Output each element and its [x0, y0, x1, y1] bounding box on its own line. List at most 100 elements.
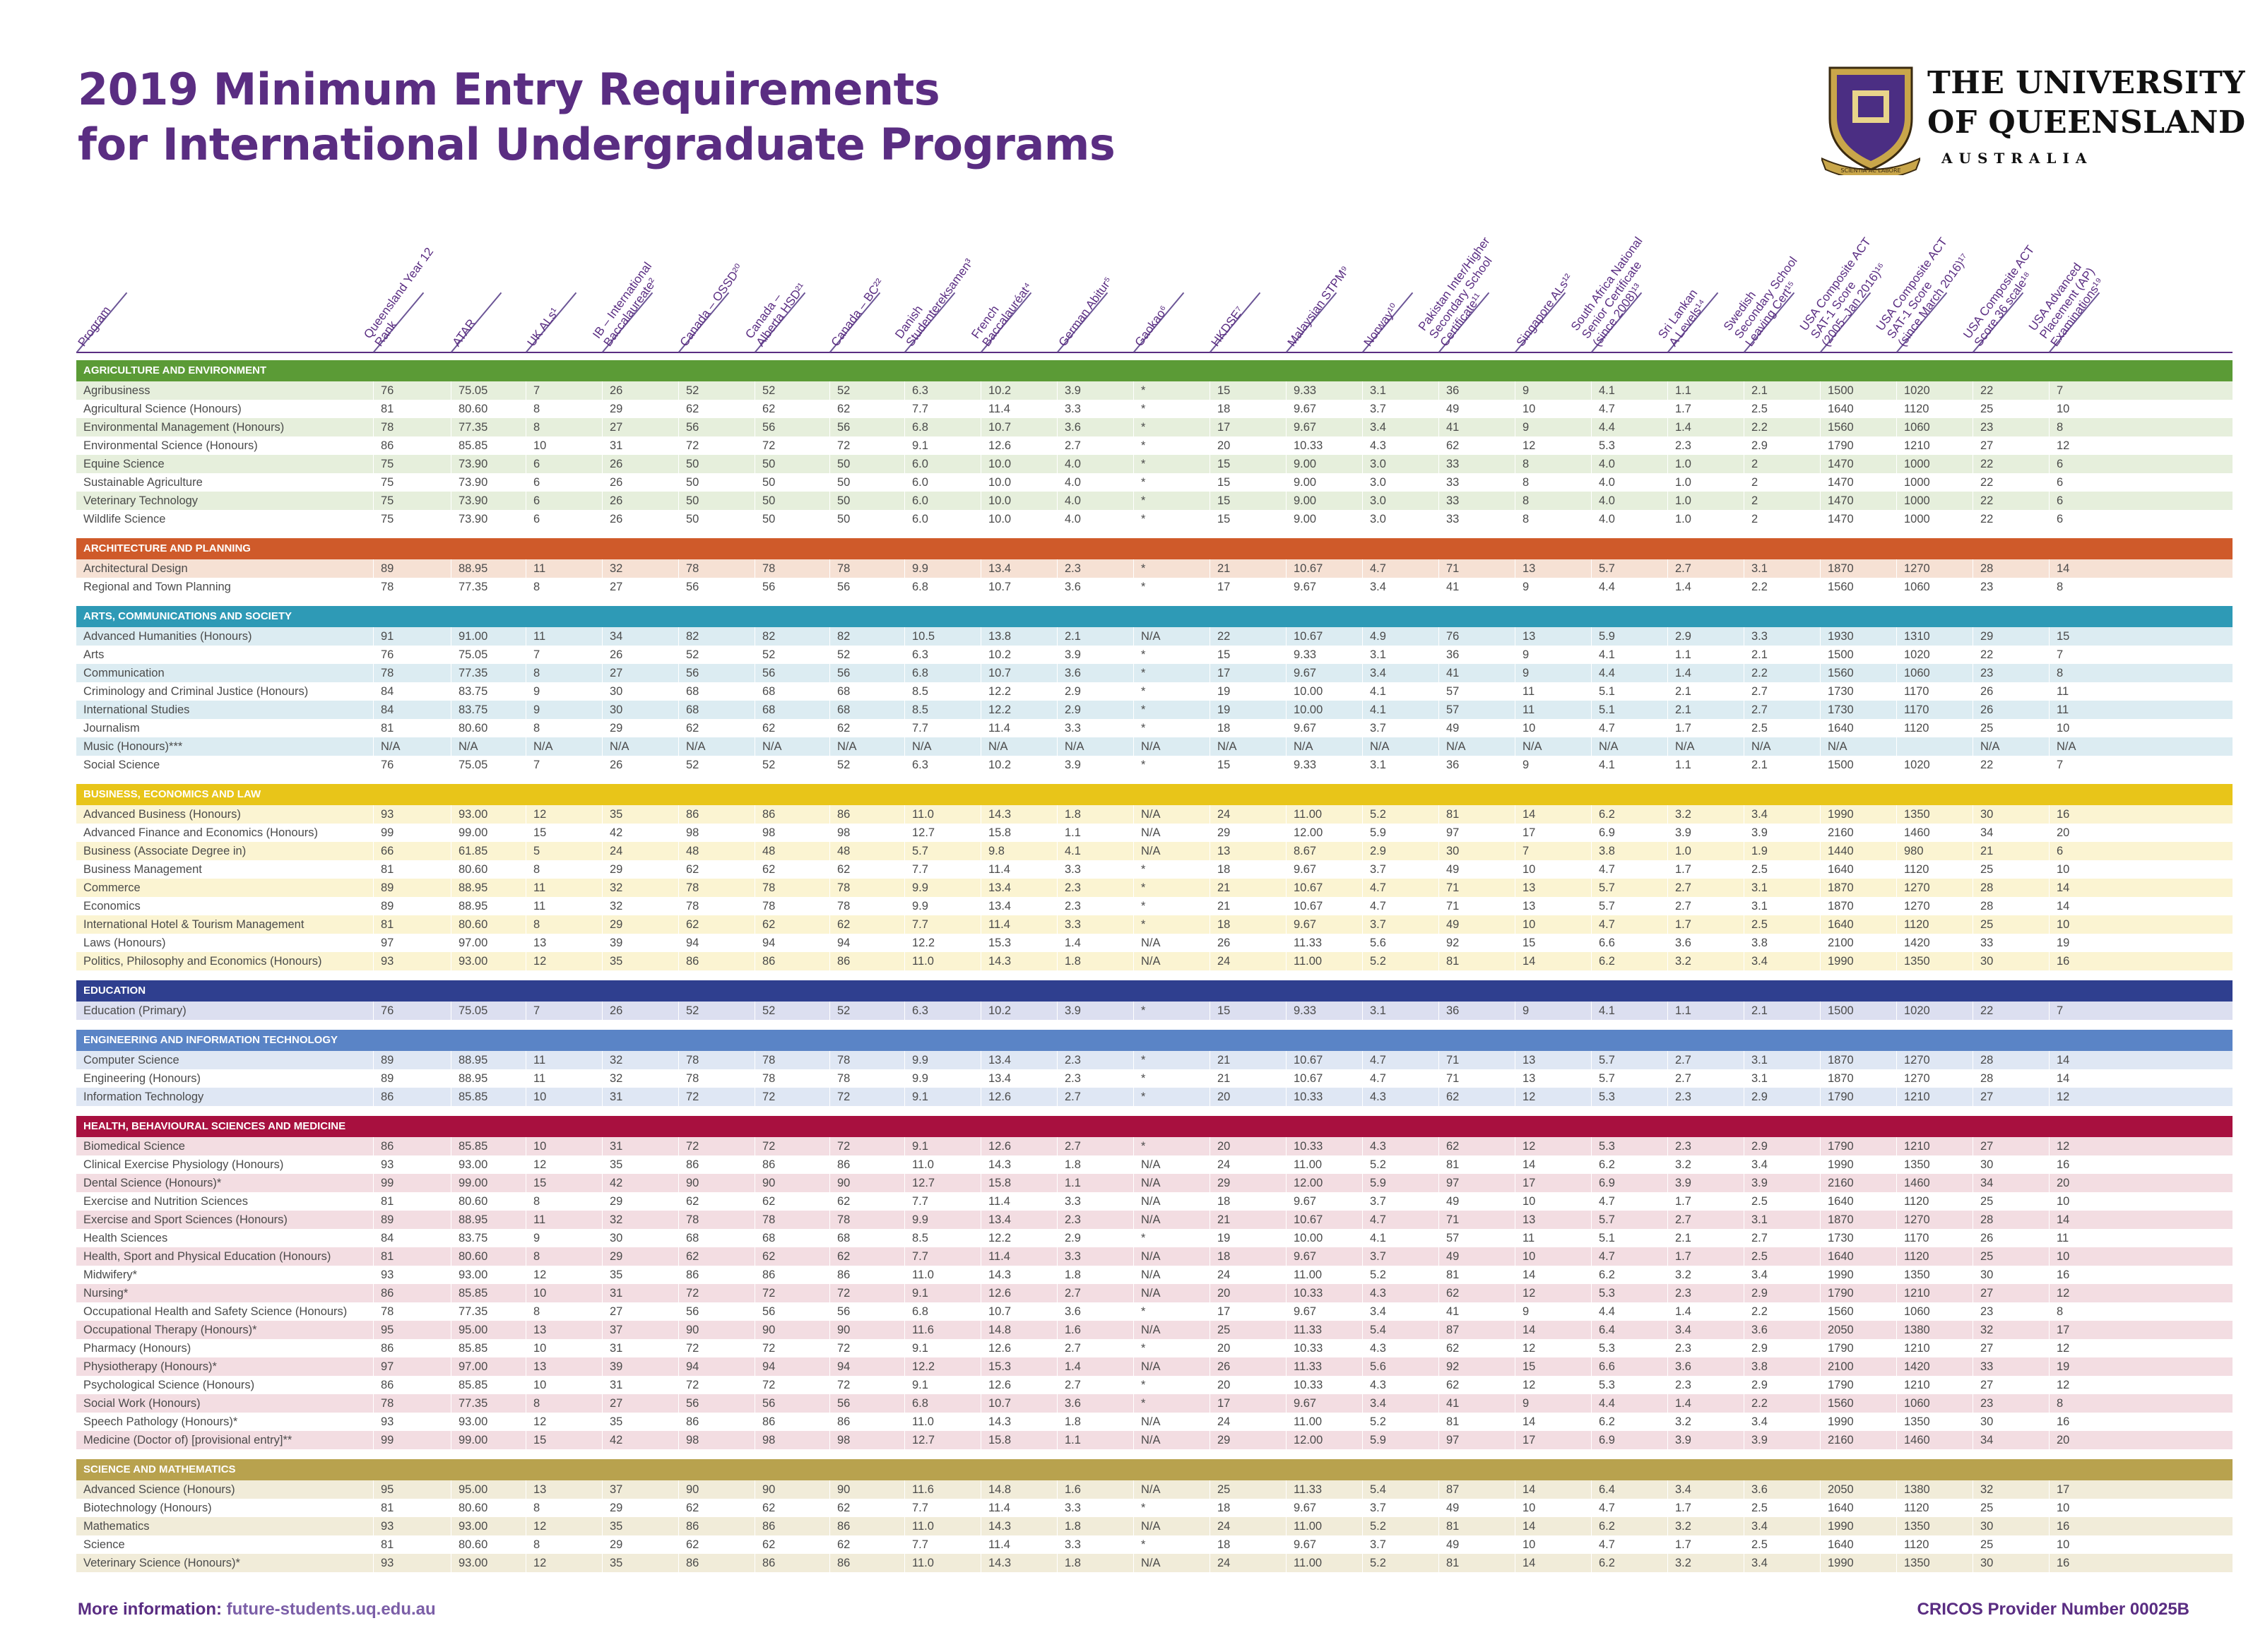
requirement-cell: 10.0: [981, 455, 1057, 473]
requirement-cell: 78: [373, 1302, 451, 1321]
requirement-cell: *: [1133, 1376, 1210, 1394]
requirement-cell: 34: [1973, 1174, 2049, 1192]
requirement-cell: 17: [1210, 1302, 1286, 1321]
requirement-cell: 35: [602, 1413, 678, 1431]
requirement-cell: *: [1133, 1339, 1210, 1357]
requirement-cell: 14: [1515, 1554, 1591, 1572]
requirement-cell: 93: [373, 805, 451, 824]
requirement-cell: 4.1: [1591, 1002, 1667, 1020]
requirement-cell: 11.33: [1286, 1321, 1362, 1339]
requirement-cell: 8.5: [904, 682, 981, 701]
requirement-cell: 86: [678, 1554, 755, 1572]
requirement-cell: 5.2: [1362, 1155, 1438, 1174]
requirement-cell: 13.4: [981, 1211, 1057, 1229]
requirement-cell: 14.3: [981, 1413, 1057, 1431]
requirement-cell: 10: [2049, 915, 2233, 934]
requirement-cell: 68: [829, 682, 904, 701]
requirement-cell: 75: [373, 510, 451, 528]
requirement-cell: 1.1: [1667, 381, 1744, 400]
requirement-cell: 11.00: [1286, 1554, 1362, 1572]
requirement-cell: 99: [373, 1431, 451, 1449]
requirement-cell: 3.8: [1744, 934, 1820, 952]
requirement-cell: 86: [373, 1137, 451, 1155]
requirement-cell: 4.7: [1591, 1247, 1667, 1266]
requirement-cell: 41: [1438, 664, 1515, 682]
requirement-cell: 86: [373, 436, 451, 455]
requirement-cell: 20: [1210, 1088, 1286, 1106]
requirement-cell: 5.7: [1591, 897, 1667, 915]
requirement-cell: 86: [755, 1155, 829, 1174]
logo-motto: SCIENTIA AC LABORE: [1840, 167, 1900, 174]
requirement-cell: 62: [1438, 1137, 1515, 1155]
requirement-cell: 26: [602, 455, 678, 473]
requirement-cell: 3.4: [1744, 1554, 1820, 1572]
requirement-cell: N/A: [1057, 737, 1133, 756]
requirement-cell: 9.33: [1286, 381, 1362, 400]
requirement-cell: 89: [373, 879, 451, 897]
requirement-cell: 4.0: [1057, 492, 1133, 510]
requirement-cell: 6.0: [904, 510, 981, 528]
requirement-cell: 11: [1515, 682, 1591, 701]
section-spacer: [76, 528, 2233, 538]
requirement-cell: 30: [1438, 842, 1515, 860]
requirement-cell: 17: [1210, 664, 1286, 682]
requirement-cell: 41: [1438, 418, 1515, 436]
requirement-cell: 78: [678, 559, 755, 578]
requirement-cell: 86: [829, 1266, 904, 1284]
requirement-cell: 12: [2049, 1284, 2233, 1302]
requirement-cell: 13: [1515, 897, 1591, 915]
requirement-cell: 1640: [1820, 1499, 1896, 1517]
requirement-cell: 14: [1515, 1266, 1591, 1284]
table-row: Advanced Science (Honours) 95 95.00 13 37 90 9…: [76, 1480, 2233, 1499]
requirement-cell: 86: [829, 952, 904, 970]
requirement-cell: 50: [755, 455, 829, 473]
requirement-cell: 10.7: [981, 1394, 1057, 1413]
requirement-cell: N/A: [904, 737, 981, 756]
requirement-cell: 2.9: [1744, 1376, 1820, 1394]
requirement-cell: 35: [602, 1155, 678, 1174]
requirement-cell: 76: [373, 646, 451, 664]
requirement-cell: 6: [2049, 842, 2233, 860]
requirement-cell: 4.7: [1591, 400, 1667, 418]
footer-info-link[interactable]: future-students.uq.edu.au: [226, 1600, 436, 1619]
requirement-cell: 9.9: [904, 1069, 981, 1088]
requirement-cell: 1.1: [1057, 824, 1133, 842]
requirement-cell: 6: [2049, 455, 2233, 473]
requirement-cell: 2.9: [1057, 682, 1133, 701]
table-row: Veterinary Technology 75 73.90 6 26 50 50 50 6.0…: [76, 492, 2233, 510]
requirement-cell: 13: [1210, 842, 1286, 860]
requirement-cell: 62: [678, 400, 755, 418]
requirement-cell: *: [1133, 455, 1210, 473]
requirement-cell: 15: [1210, 492, 1286, 510]
requirement-cell: 32: [602, 1211, 678, 1229]
program-name-cell: Sustainable Agriculture: [83, 476, 203, 489]
requirement-cell: 10.5: [904, 627, 981, 646]
requirement-cell: 1.7: [1667, 1192, 1744, 1211]
requirement-cell: 81: [373, 1499, 451, 1517]
requirement-cell: 11.0: [904, 1554, 981, 1572]
requirement-cell: 1.0: [1667, 510, 1744, 528]
requirement-cell: 6.8: [904, 1394, 981, 1413]
requirement-cell: 3.7: [1362, 1247, 1438, 1266]
requirement-cell: 4.7: [1362, 879, 1438, 897]
requirement-cell: 62: [678, 1499, 755, 1517]
requirement-cell: 14: [1515, 1517, 1591, 1535]
requirement-cell: 83.75: [451, 701, 526, 719]
table-row: Communication 78 77.35 8 27 56 56 56 6.8 10.7 3.6 *…: [76, 664, 2233, 682]
requirement-cell: 8.67: [1286, 842, 1362, 860]
requirement-cell: 62: [829, 860, 904, 879]
requirement-cell: 52: [829, 381, 904, 400]
requirement-cell: 8: [2049, 664, 2233, 682]
requirement-cell: 73.90: [451, 473, 526, 492]
table-row: Computer Science 89 88.95 11 32 78 78 78 9.9 13.4…: [76, 1051, 2233, 1069]
table-row: Advanced Humanities (Honours) 91 91.00 11 34…: [76, 627, 2233, 646]
program-name-cell: Agricultural Science (Honours): [83, 403, 242, 415]
requirement-cell: 49: [1438, 860, 1515, 879]
table-row: Politics, Philosophy and Economics (Hono…: [76, 952, 2233, 970]
requirement-cell: 3.7: [1362, 915, 1438, 934]
requirement-cell: 26: [602, 510, 678, 528]
requirement-cell: 2.1: [1667, 682, 1744, 701]
requirement-cell: 71: [1438, 559, 1515, 578]
requirement-cell: 8: [2049, 1394, 2233, 1413]
requirement-cell: N/A: [1820, 737, 1896, 756]
